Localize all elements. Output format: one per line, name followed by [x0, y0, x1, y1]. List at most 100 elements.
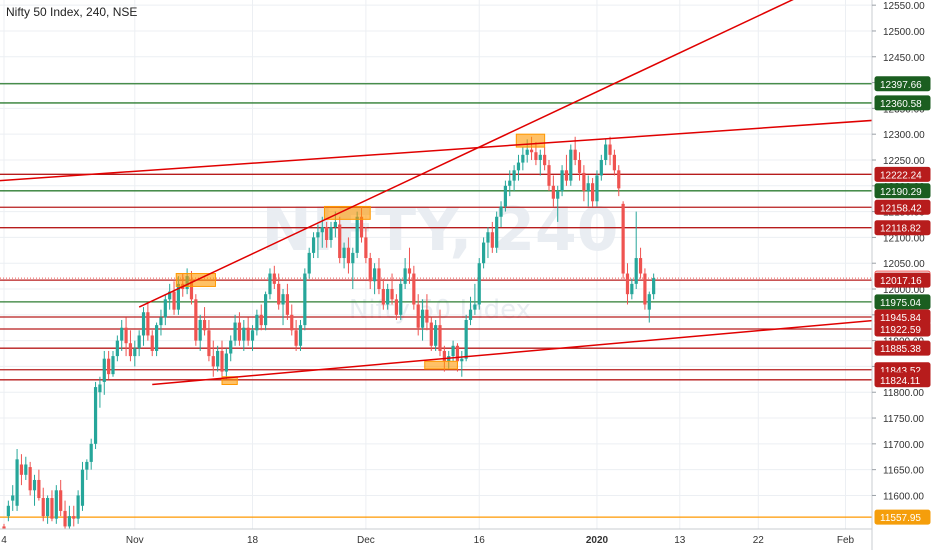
candle-body [556, 190, 560, 199]
candle [547, 159, 551, 191]
candle [468, 296, 473, 326]
candle-body [124, 327, 128, 344]
candle-body [490, 232, 494, 248]
candle-body [155, 325, 159, 351]
price-level-label: 11557.95 [880, 513, 921, 524]
candle-body [464, 319, 468, 359]
candle-body [416, 304, 420, 328]
candle-body [11, 495, 15, 501]
candle [207, 319, 211, 362]
candle [595, 170, 599, 207]
candle-body [115, 340, 119, 357]
candle-body [438, 325, 442, 351]
candle-body [67, 516, 71, 527]
candle-body [451, 345, 455, 357]
candle-body [2, 526, 6, 529]
price-level-label-bg [874, 183, 931, 199]
candle [569, 144, 573, 186]
candle-body [272, 273, 276, 284]
candle-body [573, 149, 577, 160]
candle-body [137, 335, 141, 349]
candle-body [429, 322, 433, 346]
candle-body [133, 348, 137, 357]
candle [98, 376, 102, 408]
candle-body [425, 309, 429, 323]
price-level-label-bg [874, 340, 931, 356]
candle [429, 317, 433, 351]
candle-body [237, 322, 242, 341]
candle [608, 136, 612, 166]
candle [412, 265, 416, 310]
candle-body [577, 159, 582, 173]
candle-body [377, 268, 381, 290]
candle [128, 330, 133, 362]
candle [159, 309, 163, 336]
candle-body [625, 273, 630, 295]
price-level-label: 11824.11 [880, 376, 921, 387]
price-axis-label: 12100.00 [883, 233, 925, 244]
candle-body [346, 247, 351, 264]
candle-body [643, 273, 647, 305]
time-axis-label: 2020 [586, 535, 609, 546]
candle [277, 273, 281, 310]
price-level-label-bg [874, 199, 931, 215]
candle-body [316, 232, 320, 238]
candle-body [216, 350, 220, 367]
candle-body [534, 152, 538, 160]
candle-body [482, 242, 486, 264]
candle [643, 268, 647, 310]
candle-body [255, 314, 259, 331]
candle-body [176, 283, 180, 310]
candle-body [285, 294, 289, 315]
price-level-label: 12360.58 [880, 99, 922, 110]
price-level-label: 12017.16 [880, 276, 922, 287]
price-level-label-bg [874, 166, 931, 182]
candle [329, 221, 333, 248]
candle [155, 322, 159, 357]
candle-body [172, 291, 176, 310]
candle-body [72, 516, 76, 519]
candle-body [630, 283, 634, 295]
candle-body [564, 170, 569, 181]
candle [582, 165, 586, 202]
price-axis-label: 12550.00 [883, 1, 925, 12]
candle [163, 294, 167, 326]
candle-body [468, 309, 473, 320]
candle-body [407, 268, 412, 274]
candle [133, 340, 137, 367]
candle [54, 485, 58, 524]
candle [512, 165, 516, 191]
candle-body [85, 461, 89, 470]
candle-body [368, 258, 372, 282]
candle [85, 459, 89, 480]
candle [233, 314, 237, 346]
candle-body [355, 216, 359, 253]
candle [255, 309, 259, 336]
trendline [152, 319, 872, 386]
candle-body [521, 154, 525, 163]
candle-body [50, 498, 54, 519]
candle-body [390, 289, 394, 300]
candle-body [250, 330, 255, 341]
candle-body [359, 216, 364, 238]
candle [604, 139, 608, 166]
candle [634, 211, 638, 290]
candle [394, 294, 398, 320]
candle-body [529, 149, 534, 153]
candle-body [46, 498, 50, 517]
candle-body [111, 356, 115, 375]
candle-body [98, 384, 102, 393]
zone-box [221, 376, 238, 385]
chart-title: Nifty 50 Index, 240, NSE [6, 5, 138, 19]
candle [586, 175, 590, 207]
candle [342, 242, 346, 269]
candle [285, 283, 289, 320]
candle-body [224, 353, 228, 372]
candle [320, 216, 324, 248]
candle [591, 178, 595, 207]
candle [338, 216, 342, 264]
price-level-label-bg [874, 372, 931, 388]
price-level-label: 12158.42 [880, 203, 922, 214]
